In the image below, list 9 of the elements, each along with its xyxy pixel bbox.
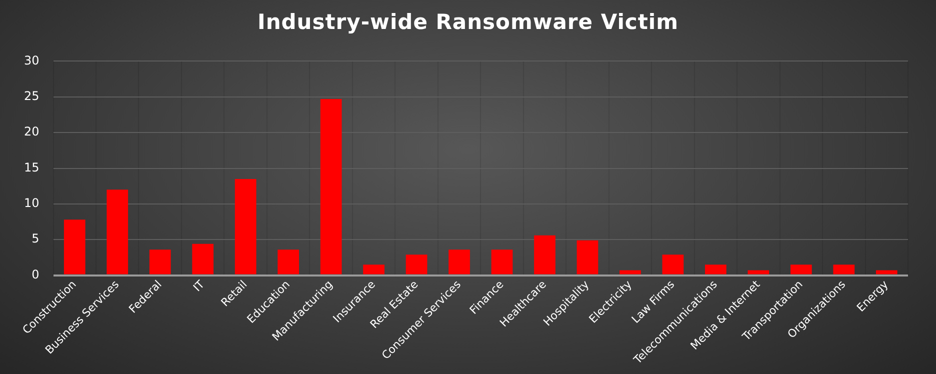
x-tick-label: IT	[190, 278, 208, 294]
chart-title: Industry-wide Ransomware Victim	[256, 10, 680, 34]
y-tick-label: 0	[32, 267, 40, 282]
y-tick-label: 25	[24, 89, 40, 104]
y-tick-label: 30	[24, 53, 40, 68]
y-tick-label: 5	[32, 232, 40, 246]
y-tick-label: 20	[24, 124, 40, 139]
y-tick-label: 15	[24, 160, 40, 174]
y-tick-label: 10	[24, 196, 40, 210]
